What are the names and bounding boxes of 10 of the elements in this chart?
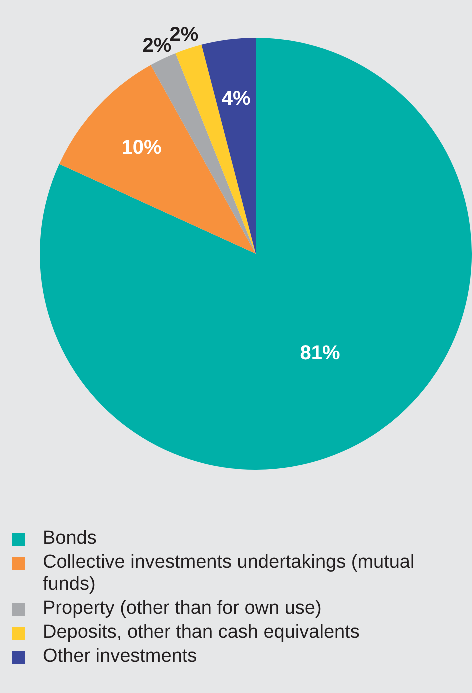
legend-label: Property (other than for own use) [43, 598, 322, 620]
legend-label: Other investments [43, 646, 198, 668]
data-label: 81% [300, 342, 340, 364]
data-label: 10% [122, 136, 162, 159]
legend-label: Bonds [43, 528, 97, 550]
data-label: 2% [170, 24, 199, 46]
data-label: 2% [142, 34, 172, 57]
data-label: 4% [222, 88, 251, 110]
legend-label: Deposits, other than cash equivalents [43, 622, 360, 644]
legend-label: Collective investments undertakings (mutual funds) [43, 552, 416, 596]
